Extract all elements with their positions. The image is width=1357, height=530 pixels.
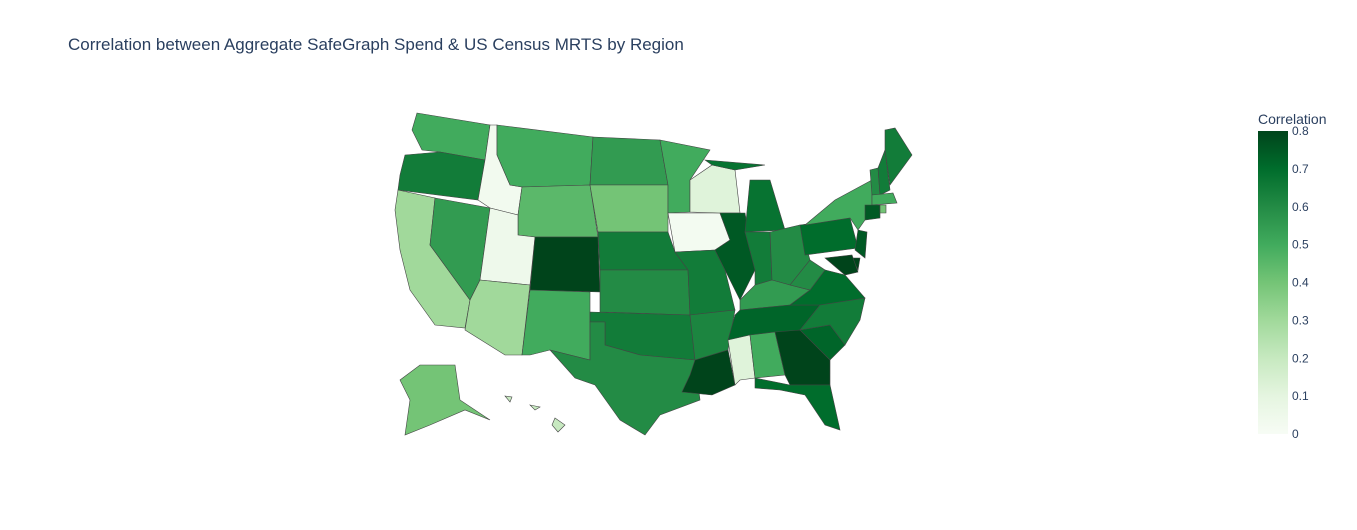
colorbar-tick-label: 0.7 [1292,162,1309,176]
colorbar-tick-label: 0.4 [1292,276,1309,290]
region [727,334,756,386]
region [681,349,736,396]
colorbar-tick-label: 0 [1292,427,1299,441]
region [589,136,669,186]
colorbar-tick-label: 0.2 [1292,351,1309,365]
region [504,395,566,433]
region [879,204,887,214]
colorbar-tick-label: 0.8 [1292,124,1309,138]
colorbar [1258,131,1288,434]
region [411,112,491,161]
region [399,364,491,436]
region [529,236,601,293]
region [754,377,841,431]
colorbar-tick-label: 0.1 [1292,389,1309,403]
region [589,184,669,233]
colorbar-tick-label: 0.6 [1292,200,1309,214]
region [549,321,701,436]
region [517,184,599,238]
chart-title: Correlation between Aggregate SafeGraph … [68,35,684,54]
colorbar-tick-label: 0.3 [1292,313,1309,327]
region [789,259,826,291]
region [871,192,898,206]
region [599,269,691,316]
colorbar-title: Correlation [1258,111,1326,127]
region [464,279,531,356]
region [824,254,859,276]
region [884,127,913,186]
region [854,229,868,259]
region [521,289,591,361]
region [496,124,594,188]
region [689,164,741,214]
colorbar-tick-label: 0.5 [1292,238,1309,252]
region [877,149,891,196]
region [864,204,881,221]
